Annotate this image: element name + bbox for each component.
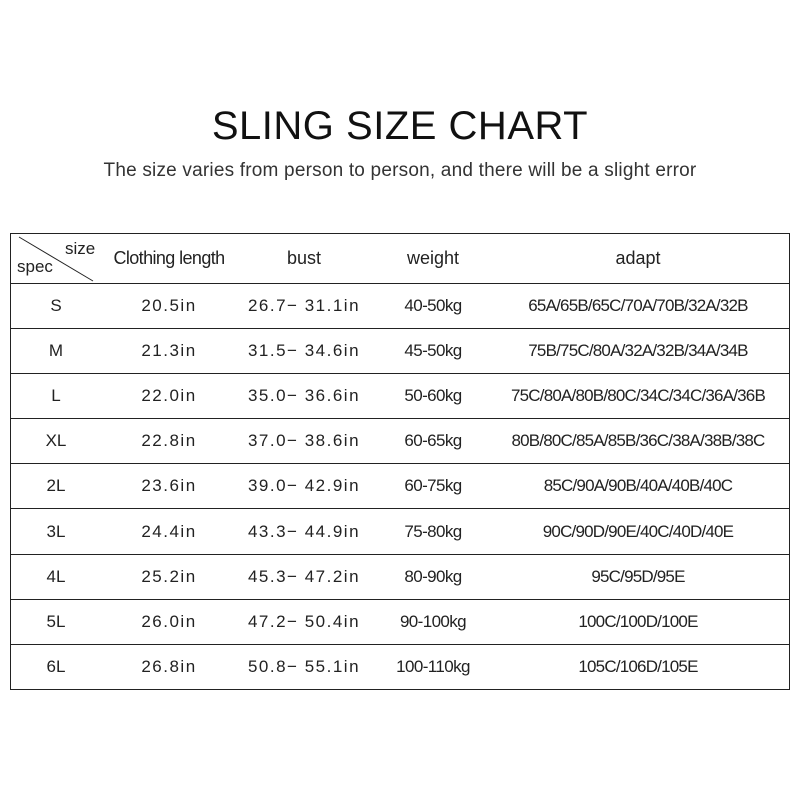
cell-bust: 26.7− 31.1in [247,296,361,315]
corner-size-label: size [65,239,96,258]
table-row: 2L 23.6in 39.0− 42.9in 60-75kg 85C/90A/90B/4… [11,464,789,510]
cell-clothing-length: 20.5in [141,296,197,315]
cell-weight: 45-50kg [404,341,462,361]
corner-header-cell: size spec [11,234,101,284]
table-row: 4L 25.2in 45.3− 47.2in 80-90kg 95C/95D/95E [11,555,789,600]
cell-weight: 50-60kg [404,386,462,406]
header-weight: weight [406,248,460,268]
cell-weight: 40-50kg [404,296,462,315]
cell-adapt: 75C/80A/80B/80C/34C/34C/36A/36B [511,386,766,406]
page-subtitle: The size varies from person to person, a… [103,160,697,181]
cell-adapt: 75B/75C/80A/32A/32B/34A/34B [528,341,748,361]
cell-adapt: 105C/106D/105E [578,657,698,677]
cell-weight: 80-90kg [404,566,462,586]
cell-size: 6L [46,657,66,677]
cell-clothing-length: 26.8in [141,657,197,677]
table-row: 5L 26.0in 47.2− 50.4in 90-100kg 100C/100D/10… [11,600,789,645]
table-row: 3L 24.4in 43.3− 44.9in 75-80kg 90C/90D/90E/4… [11,510,789,555]
cell-bust: 39.0− 42.9in [247,476,361,496]
table-row: S 20.5in 26.7− 31.1in 40-50kg 65A/65B/65C/70… [11,284,789,329]
header-bust: bust [286,248,322,268]
diagonal-divider [18,236,94,282]
cell-weight: 60-75kg [404,476,462,496]
cell-size: 5L [46,611,66,631]
cell-adapt: 100C/100D/100E [578,611,698,631]
table-row: XL 22.8in 37.0− 38.6in 60-65kg 80B/80C/85A/8… [11,419,789,465]
cell-adapt: 80B/80C/85A/85B/36C/38A/38B/38C [511,431,765,451]
cell-size: XL [45,431,67,451]
cell-bust: 37.0− 38.6in [247,431,361,451]
cell-adapt: 90C/90D/90E/40C/40D/40E [542,521,734,541]
cell-size: L [51,386,61,406]
cell-size: 3L [46,521,66,541]
table-row: 6L 26.8in 50.8− 55.1in 100-110kg 105C/106D/1… [11,645,789,690]
page-title: SLING SIZE CHART [211,104,589,148]
table-row: L 22.0in 35.0− 36.6in 50-60kg 75C/80A/80B/80… [11,374,789,420]
cell-size: 2L [46,476,66,496]
cell-weight: 75-80kg [404,521,462,541]
header-clothing-length: Clothing length [113,248,225,268]
corner-spec-label: spec [17,257,53,276]
cell-bust: 35.0− 36.6in [247,386,361,406]
header-adapt: adapt [615,248,661,268]
cell-clothing-length: 25.2in [141,566,197,586]
cell-clothing-length: 22.8in [141,431,197,451]
cell-clothing-length: 22.0in [141,386,197,406]
cell-clothing-length: 23.6in [141,476,197,496]
cell-size: S [50,296,62,315]
cell-weight: 60-65kg [404,431,462,451]
cell-clothing-length: 21.3in [141,341,197,361]
cell-weight: 100-110kg [396,657,470,677]
cell-bust: 31.5− 34.6in [247,341,361,361]
cell-size: 4L [46,566,66,586]
table-header-row: size spec Clothing length bust weight ad… [11,234,789,284]
cell-adapt: 95C/95D/95E [591,566,685,586]
cell-size: M [48,341,64,361]
size-chart-table: size spec Clothing length bust weight ad… [10,233,790,690]
table-row: M 21.3in 31.5− 34.6in 45-50kg 75B/75C/80A/32… [11,329,789,375]
cell-clothing-length: 26.0in [141,611,197,631]
cell-clothing-length: 24.4in [141,521,197,541]
cell-adapt: 65A/65B/65C/70A/70B/32A/32B [528,296,748,315]
cell-weight: 90-100kg [399,611,467,631]
cell-adapt: 85C/90A/90B/40A/40B/40C [543,476,733,496]
cell-bust: 45.3− 47.2in [247,566,361,586]
cell-bust: 50.8− 55.1in [247,657,361,677]
cell-bust: 43.3− 44.9in [247,521,361,541]
cell-bust: 47.2− 50.4in [247,611,361,631]
